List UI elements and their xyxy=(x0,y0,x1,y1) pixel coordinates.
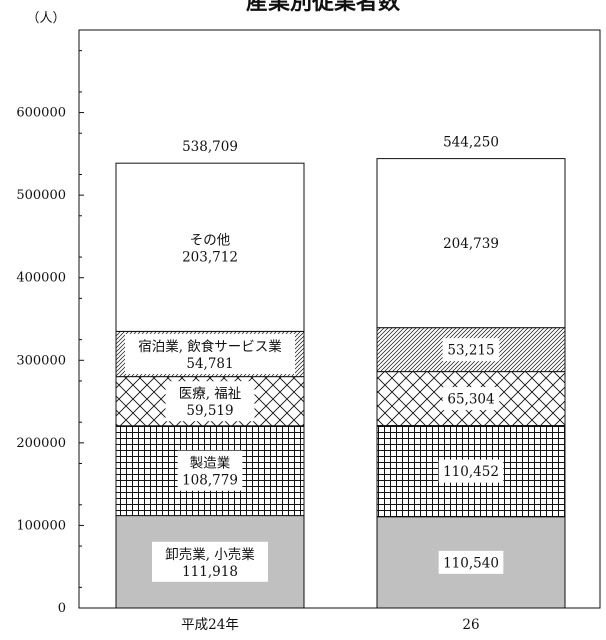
chart-title: 産業別従業者数 xyxy=(246,0,401,15)
segment-name-label: 医療, 福祉 xyxy=(179,385,242,402)
segment-value-label: 53,215 xyxy=(447,343,494,359)
y-tick-label: 0 xyxy=(58,601,66,616)
y-axis-unit-label: （人） xyxy=(26,11,65,26)
bar-total-label: 538,709 xyxy=(182,139,238,155)
segment-value-label: 65,304 xyxy=(447,392,494,408)
segment-value-label: 108,779 xyxy=(182,473,238,489)
segment-label-box xyxy=(438,459,504,483)
segment-name-label: 製造業 xyxy=(190,456,231,472)
bar-segment xyxy=(115,162,305,332)
segment-label-box xyxy=(177,450,243,491)
bar-total-label: 544,250 xyxy=(443,135,499,151)
segment-label-box xyxy=(438,550,504,574)
y-tick-label: 100000 xyxy=(16,518,66,533)
segment-label-box xyxy=(165,381,255,422)
segment-value-label: 111,918 xyxy=(182,564,238,580)
bar-stack: 110,540 110,452 65,304 53,215 204,739 544,250 xyxy=(376,135,566,609)
x-axis: 平成24年 26 xyxy=(181,617,479,633)
y-tick-label: 600000 xyxy=(16,106,66,121)
segment-name-label: その他 xyxy=(190,232,231,248)
segment-value-label: 110,452 xyxy=(443,464,499,480)
bar-segment xyxy=(376,158,566,329)
segment-label-box xyxy=(442,338,500,362)
x-tick-label: 平成24年 xyxy=(181,617,239,633)
segment-value-label: 54,781 xyxy=(186,356,233,372)
x-tick-label: 26 xyxy=(462,617,479,633)
y-tick-label: 200000 xyxy=(16,436,66,451)
y-axis: 0 100000 200000 300000 400000 500000 600000 xyxy=(16,50,84,616)
segment-value-label: 110,540 xyxy=(443,555,499,571)
y-tick-label: 300000 xyxy=(16,353,66,368)
segment-label-box xyxy=(152,541,268,582)
y-tick-label: 500000 xyxy=(16,188,66,203)
bar-segment xyxy=(376,327,566,373)
segment-value-label: 203,712 xyxy=(182,249,238,265)
segment-label-box xyxy=(125,334,295,375)
y-tick-label: 400000 xyxy=(16,271,66,286)
segment-name-label: 卸売業, 小売業 xyxy=(165,547,255,563)
segment-label-box xyxy=(442,387,500,411)
segment-value-label: 204,739 xyxy=(443,236,499,252)
segment-name-label: 宿泊業, 飲食サービス業 xyxy=(138,338,282,355)
segment-value-label: 59,519 xyxy=(186,403,233,419)
